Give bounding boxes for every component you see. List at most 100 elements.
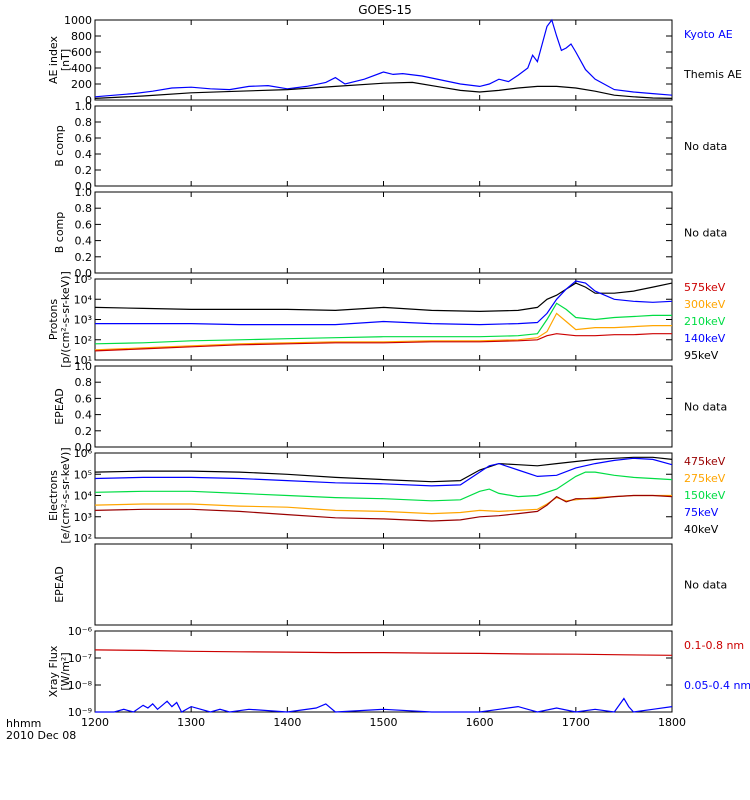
panel-bcomp1: 0.0 0.2 0.4 0.6 0.8 1.0 B comp No data bbox=[53, 100, 727, 193]
series-line-300kev bbox=[94, 312, 672, 351]
panel-frame bbox=[94, 630, 673, 713]
legend-entry: 575keV bbox=[684, 281, 726, 294]
legend-entry: No data bbox=[684, 579, 727, 592]
x-tick-label: 1400 bbox=[273, 716, 301, 729]
y-tick-label: 10⁵ bbox=[74, 468, 92, 481]
y-axis-label: B comp bbox=[53, 125, 66, 167]
y-tick-label: 0.2 bbox=[75, 251, 93, 264]
panel-frame bbox=[94, 543, 673, 626]
y-tick-label: 0.8 bbox=[75, 202, 93, 215]
y-tick-label: 0.6 bbox=[75, 218, 93, 231]
footer-time-label: hhmm bbox=[6, 717, 41, 730]
y-tick-label: 400 bbox=[71, 62, 92, 75]
y-tick-label: 10⁴ bbox=[74, 293, 93, 306]
series-line-475kev bbox=[94, 494, 673, 522]
y-tick-label: 10⁴ bbox=[74, 490, 93, 503]
y-tick-label: 10⁻⁹ bbox=[68, 706, 92, 719]
legend-entry: 95keV bbox=[684, 349, 719, 362]
series-line-0-05-0-4-nm bbox=[95, 697, 673, 713]
y-axis-label: Electrons bbox=[47, 470, 60, 521]
legend-entry: 40keV bbox=[684, 523, 719, 536]
panel-xray: 10⁻⁹ 10⁻⁸ 10⁻⁷ 10⁻⁶ Xray Flux [W/m²] 0.1-0.8 n… bbox=[47, 625, 750, 729]
panel-frame bbox=[94, 278, 673, 361]
y-axis-label: Protons bbox=[47, 299, 60, 340]
series-line-0-1-0-8-nm bbox=[94, 649, 673, 656]
y-axis-label: Xray Flux bbox=[47, 645, 60, 697]
legend-entry: 140keV bbox=[684, 332, 726, 345]
legend-entry: No data bbox=[684, 140, 727, 153]
y-tick-label: 0.4 bbox=[75, 235, 93, 248]
series-line-40kev bbox=[94, 456, 673, 483]
y-tick-label: 0.6 bbox=[75, 392, 93, 405]
y-axis-label: EPEAD bbox=[53, 566, 66, 603]
panel-electrons: 10² 10³ 10⁴ 10⁵ 10⁶ Electrons [e/(cm²-s-sr-keV… bbox=[47, 447, 726, 545]
y-tick-label: 10⁻⁸ bbox=[68, 679, 93, 692]
x-tick-label: 1200 bbox=[81, 716, 109, 729]
y-tick-label: 600 bbox=[71, 46, 92, 59]
legend-entry: No data bbox=[684, 227, 727, 240]
y-axis-label: B comp bbox=[53, 212, 66, 254]
y-tick-label: 10⁻⁷ bbox=[68, 652, 92, 665]
series-line-140kev bbox=[95, 280, 673, 326]
y-tick-label: 0.0 bbox=[75, 441, 93, 454]
legend-entry: 275keV bbox=[684, 472, 726, 485]
legend-entry: 75keV bbox=[684, 506, 719, 519]
y-tick-label: 10² bbox=[74, 532, 92, 545]
y-axis-label: [W/m²] bbox=[59, 652, 72, 690]
y-tick-label: 1000 bbox=[64, 14, 92, 27]
y-tick-label: 0.0 bbox=[75, 267, 93, 280]
panel-ae: 0 200 400 600 800 1000 AE index [nT] Kyoto AE The… bbox=[47, 14, 742, 107]
y-axis-label: AE index bbox=[47, 35, 60, 84]
legend-entry: Themis AE bbox=[683, 68, 742, 81]
panel-frame bbox=[94, 365, 673, 448]
series-line-75kev bbox=[94, 457, 673, 487]
panel-protons: 10¹ 10² 10³ 10⁴ 10⁵ Protons [p/(cm²-s-sr-keV)]… bbox=[47, 271, 726, 368]
y-axis-label: [nT] bbox=[59, 49, 72, 71]
x-tick-label: 1500 bbox=[370, 716, 398, 729]
panel-frame bbox=[94, 105, 673, 187]
y-tick-label: 0.4 bbox=[75, 148, 93, 161]
series-line-150kev bbox=[94, 471, 673, 502]
x-tick-label: 1600 bbox=[466, 716, 494, 729]
legend-entry: Kyoto AE bbox=[684, 28, 733, 41]
legend-entry: 0.05-0.4 nm bbox=[684, 679, 750, 692]
x-tick-label: 1800 bbox=[658, 716, 686, 729]
y-tick-label: 0.4 bbox=[75, 409, 93, 422]
y-tick-label: 1.0 bbox=[75, 186, 93, 199]
y-tick-label: 0.2 bbox=[75, 425, 93, 438]
series-line-210kev bbox=[94, 302, 672, 345]
y-axis-label: [p/(cm²-s-sr-keV)] bbox=[59, 271, 72, 368]
legend-entry: 475keV bbox=[684, 455, 726, 468]
series-line-themis-ae bbox=[94, 81, 673, 99]
y-tick-label: 0.0 bbox=[75, 180, 93, 193]
series-line-575kev bbox=[94, 333, 672, 352]
legend-entry: 0.1-0.8 nm bbox=[684, 639, 744, 652]
chart-panels: 0 200 400 600 800 1000 AE index [nT] Kyoto AE The… bbox=[47, 14, 750, 729]
series-line-kyoto-ae bbox=[94, 18, 673, 98]
y-tick-label: 10³ bbox=[74, 314, 92, 327]
legend-entry: 150keV bbox=[684, 489, 726, 502]
y-tick-label: 10⁶ bbox=[74, 447, 93, 460]
legend-entry: 300keV bbox=[684, 298, 726, 311]
y-tick-label: 0.6 bbox=[75, 132, 93, 145]
y-tick-label: 10³ bbox=[74, 511, 92, 524]
y-tick-label: 10¹ bbox=[74, 354, 92, 367]
legend-entry: No data bbox=[684, 401, 727, 414]
y-axis-label: EPEAD bbox=[53, 388, 66, 425]
panel-bcomp2: 0.0 0.2 0.4 0.6 0.8 1.0 B comp No data bbox=[53, 186, 727, 280]
panel-epead2: EPEAD No data bbox=[53, 543, 727, 626]
legend-entry: 210keV bbox=[684, 315, 726, 328]
y-tick-label: 0.8 bbox=[75, 376, 93, 389]
x-tick-label: 1700 bbox=[562, 716, 590, 729]
y-tick-label: 10² bbox=[74, 334, 92, 347]
y-axis-label: [e/(cm²-s-sr-keV)] bbox=[59, 447, 72, 543]
y-tick-label: 0 bbox=[85, 94, 92, 107]
y-tick-label: 1.0 bbox=[75, 360, 93, 373]
y-tick-label: 200 bbox=[71, 78, 92, 91]
y-tick-label: 1.0 bbox=[75, 100, 93, 113]
y-tick-label: 0.8 bbox=[75, 116, 93, 129]
series-line-95kev bbox=[94, 282, 673, 313]
y-tick-label: 800 bbox=[71, 30, 92, 43]
